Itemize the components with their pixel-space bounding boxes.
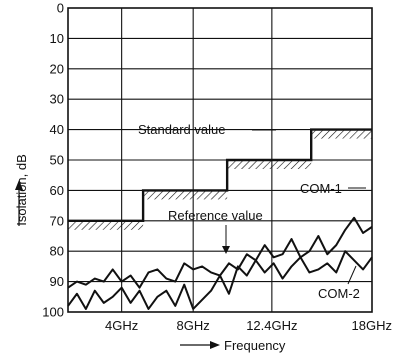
standard-hatch — [227, 161, 312, 169]
series-standard-value — [68, 128, 372, 223]
annotation-com1: COM-1 — [300, 181, 342, 196]
x-axis-label: Frequency — [224, 338, 286, 353]
y-axis-arrowhead — [15, 180, 23, 190]
x-tick-label: 18GHz — [352, 318, 392, 333]
annotations: Standard value Reference value COM-1 COM-2 — [138, 122, 366, 301]
x-tick-labels: 4GHz 8GHz 12.4GHz 18GHz — [105, 318, 392, 333]
standard-hatch — [143, 191, 228, 200]
series-com-2 — [67, 250, 373, 310]
plot-grid — [68, 8, 372, 312]
y-tick-label: 20 — [50, 61, 64, 76]
standard-hatch — [311, 130, 372, 139]
annotation-standard-value: Standard value — [138, 122, 225, 137]
y-tick-labels: 0 10 20 30 40 50 60 70 80 90 100 — [42, 1, 64, 320]
annotation-reference-value: Reference value — [168, 208, 263, 223]
plot-frame — [67, 7, 373, 313]
y-tick-label: 90 — [50, 274, 64, 289]
y-tick-label: 100 — [42, 305, 64, 320]
reference-arrowhead — [222, 246, 230, 254]
y-tick-label: 0 — [57, 1, 64, 16]
y-tick-label: 30 — [50, 92, 64, 107]
x-tick-label: 8GHz — [177, 318, 210, 333]
y-tick-label: 60 — [50, 183, 64, 198]
x-tick-label: 4GHz — [105, 318, 138, 333]
standard-hatch — [68, 221, 144, 230]
com2-leader — [347, 265, 357, 285]
annotation-com2: COM-2 — [318, 286, 360, 301]
x-tick-label: 12.4GHz — [246, 318, 297, 333]
y-tick-label: 40 — [50, 122, 64, 137]
x-axis-arrowhead — [210, 341, 220, 349]
y-tick-label: 10 — [50, 31, 64, 46]
y-tick-label: 50 — [50, 153, 64, 168]
y-tick-label: 70 — [50, 213, 64, 228]
y-tick-label: 80 — [50, 244, 64, 259]
series-layer — [67, 128, 373, 310]
